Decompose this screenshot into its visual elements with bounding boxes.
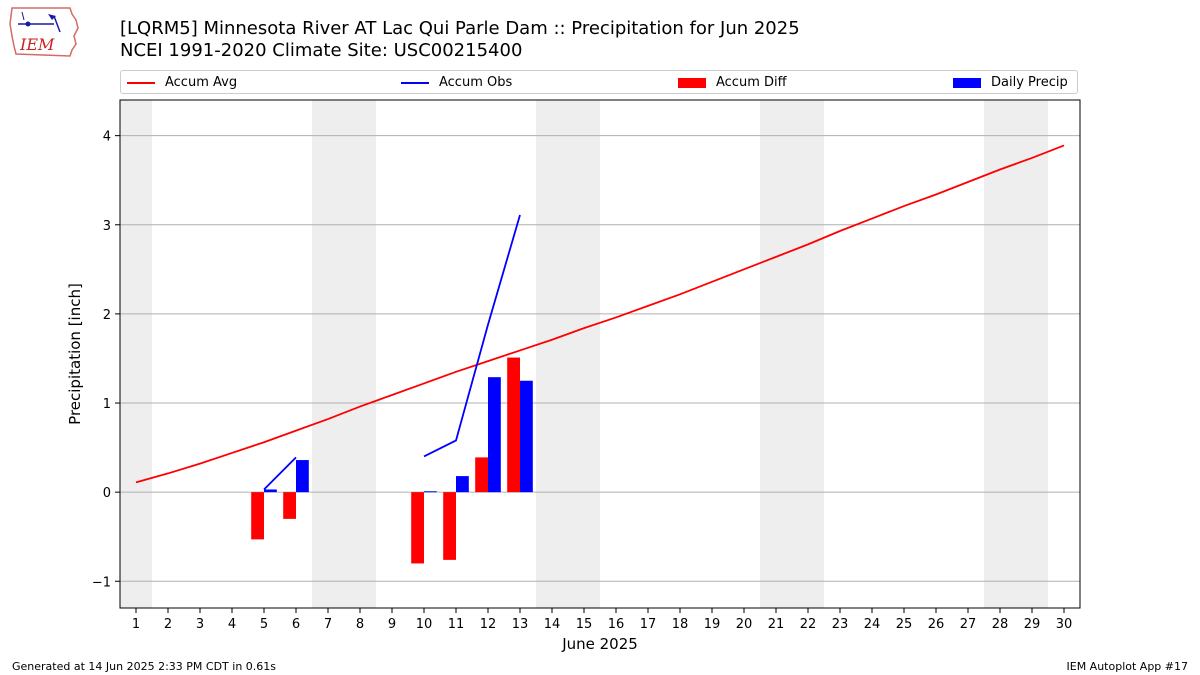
x-tick-label-21: 21 (768, 617, 785, 632)
weekend-band-15 (568, 100, 600, 608)
plot-frame (119, 99, 1081, 609)
x-tick-label-24: 24 (864, 617, 881, 632)
chart-title: [LQRM5] Minnesota River AT Lac Qui Parle… (120, 18, 800, 39)
daily-precip-bar-day-13 (520, 380, 533, 493)
weekend-band-8 (344, 100, 376, 608)
x-tick-label-16: 16 (608, 617, 625, 632)
x-tick-label-5: 5 (260, 617, 268, 632)
weekend-shading (120, 100, 1048, 608)
y-tick-label--1: −1 (92, 575, 111, 590)
weekend-band-22 (792, 100, 824, 608)
y-tick-label-3: 3 (103, 219, 111, 234)
weekend-band-21 (760, 100, 792, 608)
accum-diff-bar-day-12 (475, 457, 488, 493)
daily-precip-bar-day-5 (264, 489, 277, 493)
daily-precip-bar-day-11 (456, 476, 469, 493)
x-tick-label-29: 29 (1024, 617, 1041, 632)
daily-precip-bar-day-10 (424, 491, 437, 493)
x-tick-label-23: 23 (832, 617, 849, 632)
x-tick-label-28: 28 (992, 617, 1009, 632)
x-tick-label-19: 19 (704, 617, 721, 632)
x-tick-label-25: 25 (896, 617, 913, 632)
accum-obs-line-segment-2 (423, 214, 521, 458)
y-tick-label-2: 2 (103, 308, 111, 323)
y-tick-label-0: 0 (103, 486, 111, 501)
weather-station-icon (18, 11, 61, 33)
legend-label: Accum Diff (716, 75, 787, 90)
accum-obs-line-segment-1 (263, 456, 297, 491)
iowa-outline-icon (9, 7, 79, 57)
x-tick-label-22: 22 (800, 617, 817, 632)
x-tick-label-1: 1 (132, 617, 140, 632)
x-tick-label-17: 17 (640, 617, 657, 632)
weekend-band-28 (984, 100, 1016, 608)
legend-swatch (678, 78, 706, 88)
x-axis: 1 2 3 4 5 6 7 8 9 10 11 12 13 14 15 16 17 18 19 20 21 22 23 24 2… (132, 608, 1072, 632)
x-tick-label-11: 11 (448, 617, 465, 632)
legend-swatch (401, 82, 429, 84)
weekend-band-7 (312, 100, 344, 608)
y-axis: −1 0 1 2 3 4 (92, 130, 120, 590)
x-tick-label-15: 15 (576, 617, 593, 632)
x-tick-label-6: 6 (292, 617, 300, 632)
weekend-band-14 (536, 100, 568, 608)
legend-label: Accum Obs (439, 75, 513, 90)
app-credit: IEM Autoplot App #17 (1066, 660, 1189, 673)
x-tick-label-18: 18 (672, 617, 689, 632)
accum-diff-bar-day-11 (443, 492, 456, 560)
x-tick-label-20: 20 (736, 617, 753, 632)
x-tick-label-14: 14 (544, 617, 561, 632)
x-tick-label-4: 4 (228, 617, 236, 632)
accum-diff-bar-day-6 (283, 492, 296, 519)
x-tick-label-12: 12 (480, 617, 497, 632)
y-tick-label-4: 4 (103, 130, 111, 145)
x-tick-label-30: 30 (1056, 617, 1073, 632)
x-tick-label-8: 8 (356, 617, 364, 632)
legend-label: Accum Avg (165, 75, 238, 90)
y-tick-label-1: 1 (103, 397, 111, 412)
legend-swatch (127, 82, 155, 84)
x-tick-label-2: 2 (164, 617, 172, 632)
legend-label: Daily Precip (991, 75, 1068, 90)
logo-text: IEM (19, 35, 55, 54)
chart-legend: Accum Avg Accum Obs Accum Diff Daily Pre… (120, 70, 1078, 94)
x-axis-label: June 2025 (561, 635, 638, 653)
weekend-band-1 (120, 100, 152, 608)
chart-subtitle: NCEI 1991-2020 Climate Site: USC00215400 (120, 40, 523, 61)
x-tick-label-3: 3 (196, 617, 204, 632)
accum-diff-bar-day-10 (411, 492, 424, 564)
grid-lines (120, 135, 1080, 582)
x-tick-label-27: 27 (960, 617, 977, 632)
y-axis-label: Precipitation [inch] (66, 283, 84, 425)
generated-timestamp: Generated at 14 Jun 2025 2:33 PM CDT in … (12, 660, 277, 673)
daily-precip-bar-day-12 (488, 377, 501, 493)
accum-avg-line (135, 144, 1065, 484)
bar-series (251, 357, 533, 564)
line-series (135, 144, 1065, 491)
x-tick-label-9: 9 (388, 617, 396, 632)
iem-logo: IEM (9, 7, 79, 57)
legend-swatch (953, 78, 981, 88)
accum-diff-bar-day-5 (251, 492, 264, 540)
x-tick-label-10: 10 (416, 617, 433, 632)
x-tick-label-7: 7 (324, 617, 332, 632)
x-tick-label-26: 26 (928, 617, 945, 632)
weekend-band-29 (1016, 100, 1048, 608)
daily-precip-bar-day-6 (296, 460, 309, 493)
accum-diff-bar-day-13 (507, 357, 520, 493)
x-tick-label-13: 13 (512, 617, 529, 632)
